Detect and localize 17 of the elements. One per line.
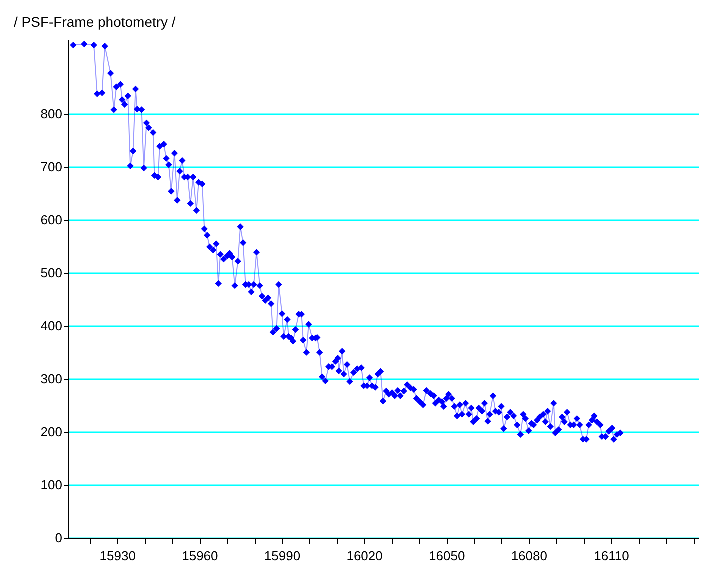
- y-tick-label: 200: [40, 424, 62, 440]
- y-tick-label: 800: [40, 106, 62, 122]
- y-tick-label: 600: [40, 212, 62, 228]
- y-tick-label: 700: [40, 160, 62, 175]
- x-tick-label: 16080: [511, 548, 548, 564]
- chart-title: / PSF-Frame photometry /: [14, 14, 176, 30]
- x-tick-label: 16110: [594, 548, 630, 564]
- x-tick-label: 15930: [100, 548, 136, 564]
- x-tick-label: 15990: [264, 548, 301, 564]
- y-tick-label: 400: [40, 318, 62, 334]
- y-tick-label: 500: [40, 266, 62, 281]
- x-tick-label: 16050: [429, 548, 466, 564]
- x-tick-label: 15960: [182, 548, 218, 564]
- x-tick-label: 16020: [346, 548, 383, 564]
- y-tick-label: 100: [40, 478, 62, 493]
- y-tick-label: 0: [55, 530, 62, 546]
- y-tick-label: 300: [40, 372, 62, 387]
